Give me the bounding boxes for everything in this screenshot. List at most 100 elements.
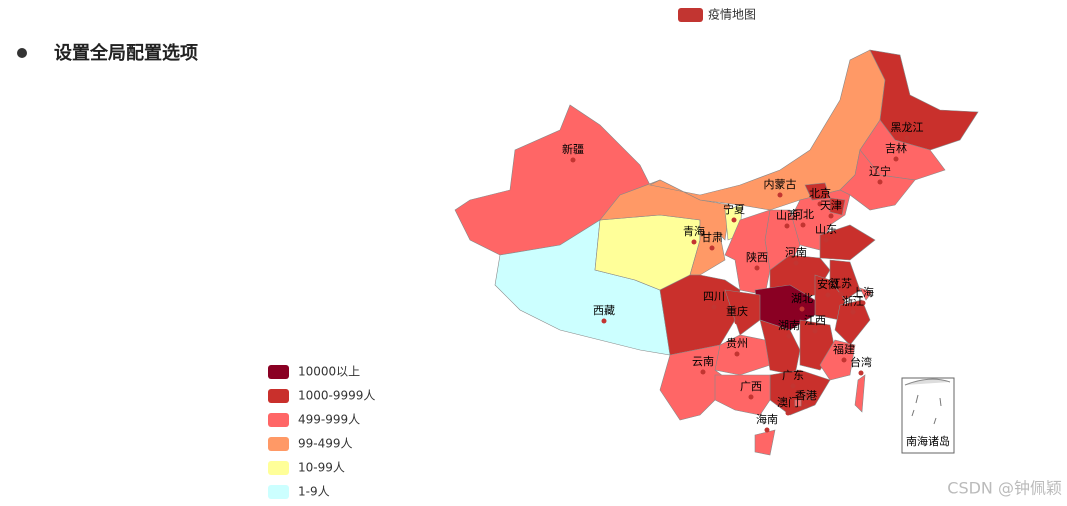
- watermark: CSDN @钟佩颖: [947, 479, 1062, 498]
- inset-label: 南海诸岛: [906, 434, 950, 448]
- province-label: 四川: [703, 290, 725, 303]
- province-dot: [812, 328, 818, 334]
- province-label: 山西: [776, 209, 798, 222]
- piece-label[interactable]: 1-9人: [298, 485, 330, 499]
- province[interactable]: [819, 224, 876, 261]
- piece-swatch[interactable]: [268, 485, 289, 499]
- province-label: 江西: [804, 314, 826, 327]
- province[interactable]: [859, 287, 873, 301]
- province-label: 广西: [740, 380, 762, 393]
- province-label: 西藏: [593, 304, 615, 317]
- province-dot: [700, 369, 706, 375]
- province-dot: [731, 217, 737, 223]
- province[interactable]: [754, 429, 776, 456]
- piece-label[interactable]: 99-499人: [298, 437, 353, 451]
- province-label: 贵州: [726, 337, 748, 350]
- legend-title[interactable]: 疫情地图: [708, 7, 756, 22]
- province-label: 江苏: [830, 277, 852, 290]
- province-label: 上海: [852, 285, 874, 299]
- province-dot: [786, 333, 792, 339]
- province-label: 甘肃: [701, 231, 723, 244]
- province-dot: [838, 291, 844, 297]
- province-dot: [841, 357, 847, 363]
- province-label: 宁夏: [723, 202, 745, 216]
- province-dot: [858, 370, 864, 376]
- province-dot: [850, 309, 856, 315]
- province-label: 云南: [692, 355, 714, 368]
- province-label: 湖南: [778, 319, 800, 332]
- piece-label[interactable]: 1000-9999人: [298, 389, 375, 403]
- province-label: 辽宁: [869, 164, 891, 178]
- province-label: 青海: [683, 224, 705, 238]
- piece-label[interactable]: 10000以上: [298, 365, 360, 379]
- legend-swatch[interactable]: [678, 8, 703, 22]
- province-label: 湖北: [791, 292, 813, 305]
- province-dot: [711, 304, 717, 310]
- province-dot: [793, 260, 799, 266]
- province-dot: [800, 222, 806, 228]
- province-label: 山东: [815, 223, 837, 236]
- province-label: 新疆: [562, 142, 584, 156]
- province-label: 陕西: [746, 250, 768, 264]
- province-label: 香港: [795, 389, 817, 402]
- province-dot: [799, 306, 805, 312]
- piece-swatch[interactable]: [268, 461, 289, 475]
- province-dot: [601, 318, 607, 324]
- province[interactable]: [714, 374, 771, 416]
- province-dot: [825, 292, 831, 298]
- province-label: 海南: [756, 412, 778, 426]
- province-dot: [828, 213, 834, 219]
- province-dot: [777, 192, 783, 198]
- province-dot: [734, 319, 740, 325]
- province-dot: [817, 201, 823, 207]
- bullet-text: 设置全局配置选项: [54, 42, 198, 64]
- province-label: 黑龙江: [891, 121, 924, 134]
- province[interactable]: [834, 299, 871, 346]
- province[interactable]: [794, 399, 802, 407]
- province-label: 北京: [809, 186, 831, 200]
- province-label: 安徽: [817, 277, 839, 291]
- province-label: 内蒙古: [764, 177, 797, 191]
- inset-dashes: [911, 394, 942, 425]
- piece-swatch[interactable]: [268, 389, 289, 403]
- province-label: 广东: [782, 369, 804, 382]
- province-label: 天津: [820, 199, 842, 212]
- province[interactable]: [829, 197, 846, 216]
- piece-swatch[interactable]: [268, 437, 289, 451]
- province-label: 吉林: [885, 141, 907, 155]
- province[interactable]: [804, 391, 813, 400]
- province-label: 福建: [833, 342, 855, 356]
- inset-box: [901, 377, 955, 454]
- province-dot: [709, 245, 715, 251]
- province-dot: [803, 403, 809, 409]
- piece-label[interactable]: 499-999人: [298, 413, 360, 427]
- province-dot: [904, 135, 910, 141]
- province-label: 澳门: [777, 395, 799, 409]
- province-dot: [570, 157, 576, 163]
- province-dot: [784, 223, 790, 229]
- province-label: 河南: [785, 246, 807, 259]
- inset-coast: [904, 378, 951, 386]
- province-dot: [734, 351, 740, 357]
- province-dot: [877, 179, 883, 185]
- province[interactable]: [839, 149, 916, 211]
- province-dot: [754, 265, 760, 271]
- piece-swatch[interactable]: [268, 365, 289, 379]
- province-dot: [785, 410, 791, 416]
- province-label: 浙江: [842, 295, 864, 308]
- province[interactable]: [724, 289, 761, 336]
- province[interactable]: [819, 339, 856, 381]
- piece-label[interactable]: 10-99人: [298, 461, 345, 475]
- province-dot: [823, 237, 829, 243]
- province-label: 台湾: [850, 355, 872, 369]
- province-label: 重庆: [726, 304, 748, 318]
- piece-swatch[interactable]: [268, 413, 289, 427]
- province[interactable]: [869, 49, 979, 151]
- province[interactable]: [854, 374, 866, 413]
- province-dot: [860, 300, 866, 306]
- province-dot: [764, 427, 770, 433]
- province-dot: [790, 383, 796, 389]
- province-dot: [893, 156, 899, 162]
